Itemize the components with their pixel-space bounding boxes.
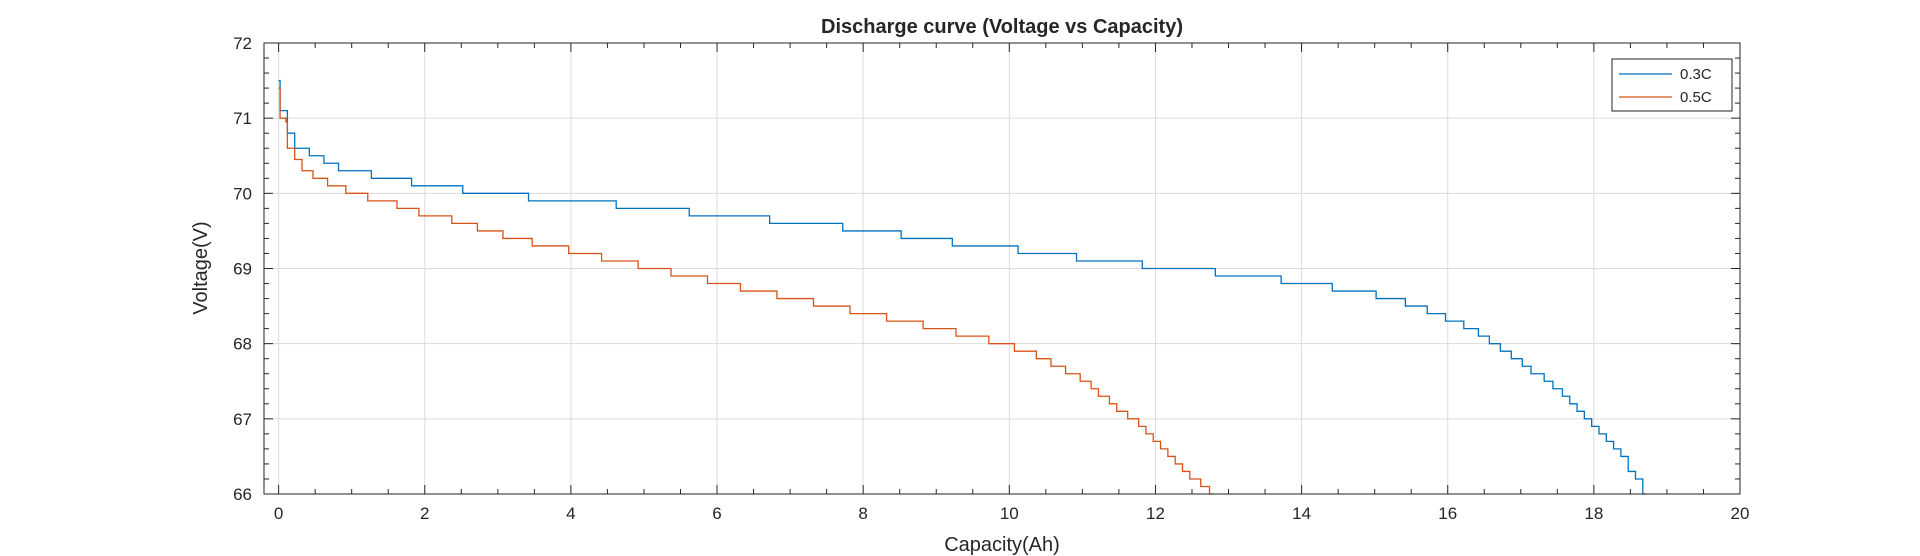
x-tick-label: 18 — [1584, 504, 1603, 523]
x-tick-label: 8 — [858, 504, 867, 523]
axis-ticks — [264, 42, 1741, 495]
x-tick-label: 20 — [1731, 504, 1750, 523]
y-tick-label: 67 — [233, 410, 252, 429]
y-tick-label: 71 — [233, 109, 252, 128]
y-tick-label: 69 — [233, 260, 252, 279]
chart-title: Discharge curve (Voltage vs Capacity) — [821, 16, 1183, 38]
y-tick-label: 66 — [233, 485, 252, 504]
series-lines — [278, 79, 1647, 495]
legend-box — [1611, 58, 1733, 112]
x-axis-label: Capacity(Ah) — [944, 534, 1060, 556]
series-line-0-5C — [278, 87, 1214, 495]
legend-label-0: 0.3C — [1680, 66, 1712, 83]
series-line-0-3C — [278, 79, 1647, 495]
x-tick-label: 12 — [1146, 504, 1165, 523]
y-tick-label: 68 — [233, 335, 252, 354]
x-tick-label: 14 — [1292, 504, 1311, 523]
x-tick-label: 0 — [274, 504, 283, 523]
x-tick-label: 2 — [420, 504, 429, 523]
y-tick-label: 72 — [233, 34, 252, 53]
y-axis-label: Voltage(V) — [190, 221, 212, 314]
y-tick-label: 70 — [233, 184, 252, 203]
legend-label-1: 0.5C — [1680, 89, 1712, 106]
x-tick-label: 6 — [712, 504, 721, 523]
x-tick-label: 10 — [1000, 504, 1019, 523]
legend: 0.3C 0.5C — [1611, 58, 1733, 112]
x-tick-label: 4 — [566, 504, 575, 523]
x-tick-label: 16 — [1438, 504, 1457, 523]
